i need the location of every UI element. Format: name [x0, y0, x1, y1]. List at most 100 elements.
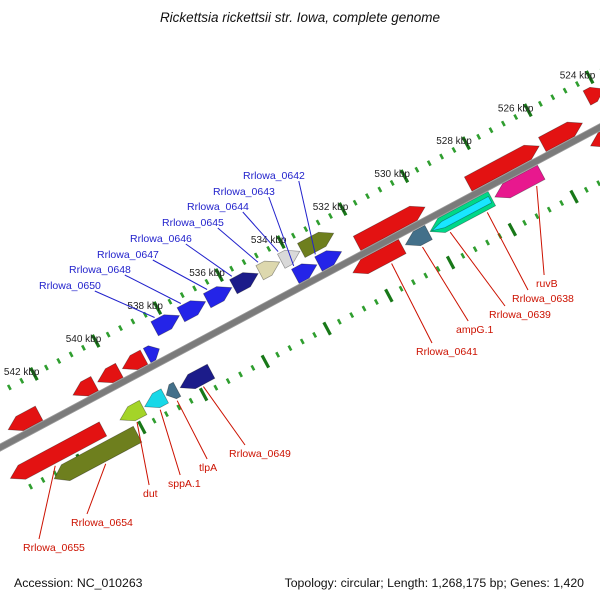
- gene-feature: [72, 376, 99, 397]
- major-tick: [569, 189, 579, 204]
- gene-feature: [352, 205, 426, 251]
- minor-tick: [164, 410, 169, 418]
- gene-label-ruvB: ruvB: [536, 278, 558, 290]
- tick-label: 542 kbp: [4, 367, 40, 378]
- gene-feature: [297, 231, 335, 258]
- minor-tick: [365, 193, 370, 200]
- major-tick: [137, 420, 147, 435]
- gene-label-Rrlowa_0639: Rrlowa_0639: [489, 309, 551, 321]
- minor-tick: [435, 265, 441, 272]
- minor-tick: [151, 417, 157, 424]
- leader-line-Rrlowa_0654: [86, 463, 107, 515]
- gene-label-Rrlowa_0648: Rrlowa_0648: [69, 264, 131, 276]
- gene-label-Rrlowa_0650: Rrlowa_0650: [39, 280, 101, 292]
- gene-label-Rrlowa_0644: Rrlowa_0644: [187, 201, 249, 213]
- gene-label-Rrlowa_0643: Rrlowa_0643: [213, 186, 275, 198]
- leader-line-tlpA: [176, 400, 208, 460]
- leader-line-ampG.1: [422, 246, 469, 322]
- minor-tick: [40, 476, 46, 484]
- minor-tick: [253, 252, 259, 259]
- topology-text: Topology: circular; Length: 1,268,175 bp…: [284, 576, 584, 590]
- minor-tick: [229, 265, 235, 272]
- tick-label: 532 kbp: [313, 202, 349, 213]
- major-tick: [276, 235, 286, 250]
- gene-feature-Rrlowa_0646: [229, 272, 259, 295]
- leader-line-Rrlowa_0647: [152, 259, 208, 290]
- minor-tick: [562, 87, 568, 94]
- minor-tick: [349, 312, 355, 319]
- leader-line-Rrlowa_0645: [217, 227, 259, 263]
- major-tick: [337, 202, 348, 217]
- gene-feature-Rrlowa_0650: [150, 314, 180, 337]
- minor-tick: [81, 344, 86, 351]
- minor-tick: [426, 160, 432, 167]
- minor-tick: [460, 252, 466, 259]
- minor-tick: [225, 378, 231, 385]
- leader-line-dut: [136, 422, 150, 486]
- gene-label-ampG.1: ampG.1: [456, 324, 494, 336]
- gene-feature-Rrlowa_0655: [9, 421, 108, 480]
- status-bar: Accession: NC_010263 Topology: circular;…: [14, 576, 584, 590]
- minor-tick: [500, 120, 506, 127]
- gene-feature: [582, 86, 600, 106]
- minor-tick: [6, 384, 12, 391]
- gene-feature: [7, 405, 44, 431]
- minor-tick: [299, 338, 305, 345]
- minor-tick: [336, 318, 342, 325]
- minor-tick: [315, 219, 321, 226]
- minor-tick: [472, 246, 478, 253]
- minor-tick: [28, 483, 34, 490]
- minor-tick: [303, 226, 309, 233]
- gene-feature: [121, 349, 149, 370]
- minor-tick: [312, 331, 318, 338]
- gene-label-Rrlowa_0642: Rrlowa_0642: [243, 170, 305, 182]
- minor-tick: [43, 364, 49, 371]
- gene-label-Rrlowa_0649: Rrlowa_0649: [229, 448, 291, 460]
- leader-line-Rrlowa_0650: [94, 290, 155, 318]
- major-tick: [445, 255, 456, 270]
- gene-label-tlpA: tlpA: [199, 462, 217, 474]
- minor-tick: [176, 404, 182, 411]
- major-tick: [152, 301, 163, 315]
- leader-line-Rrlowa_0643: [268, 196, 295, 267]
- gene-feature-Rrlowa_0641: [352, 238, 407, 275]
- minor-tick: [398, 285, 404, 292]
- major-tick: [384, 288, 394, 303]
- gene-label-Rrlowa_0646: Rrlowa_0646: [130, 233, 192, 245]
- gene-label-sppA.1: sppA.1: [168, 478, 201, 490]
- gene-feature: [590, 131, 600, 147]
- accession-text: Accession: NC_010263: [14, 576, 143, 590]
- minor-tick: [414, 166, 420, 173]
- minor-tick: [250, 364, 256, 371]
- minor-tick: [389, 179, 395, 186]
- leader-line-Rrlowa_0655: [38, 465, 56, 540]
- gene-label-dut: dut: [143, 488, 158, 500]
- page-title: Rickettsia rickettsii str. Iowa, complet…: [159, 10, 441, 25]
- gene-feature-Rrlowa_0647: [202, 286, 233, 309]
- major-tick: [523, 103, 533, 118]
- tick-label: 524 kbp: [560, 70, 596, 81]
- gene-feature: [463, 144, 540, 192]
- minor-tick: [179, 292, 185, 299]
- gene-feature-ruvB: [494, 164, 546, 199]
- minor-tick: [423, 272, 429, 279]
- minor-tick: [377, 186, 383, 193]
- leader-line-Rrlowa_0646: [185, 243, 233, 277]
- minor-tick: [537, 100, 543, 107]
- minor-tick: [275, 351, 281, 358]
- gene-feature-Rrlowa_0638-stripe: [430, 196, 493, 232]
- major-tick: [29, 367, 39, 381]
- minor-tick: [118, 324, 123, 332]
- gene-feature-Rrlowa_0649: [179, 363, 216, 390]
- minor-tick: [287, 345, 293, 352]
- minor-tick: [328, 212, 333, 219]
- minor-tick: [546, 206, 552, 213]
- minor-tick: [485, 239, 490, 246]
- gene-feature-dut: [119, 399, 148, 422]
- gene-feature: [538, 121, 583, 152]
- minor-tick: [105, 331, 111, 338]
- leader-line-Rrlowa_0642: [298, 180, 316, 255]
- gene-label-Rrlowa_0638: Rrlowa_0638: [512, 293, 574, 305]
- tick-label: 538 kbp: [127, 301, 163, 312]
- gene-feature-Rrlowa_0645: [255, 260, 281, 281]
